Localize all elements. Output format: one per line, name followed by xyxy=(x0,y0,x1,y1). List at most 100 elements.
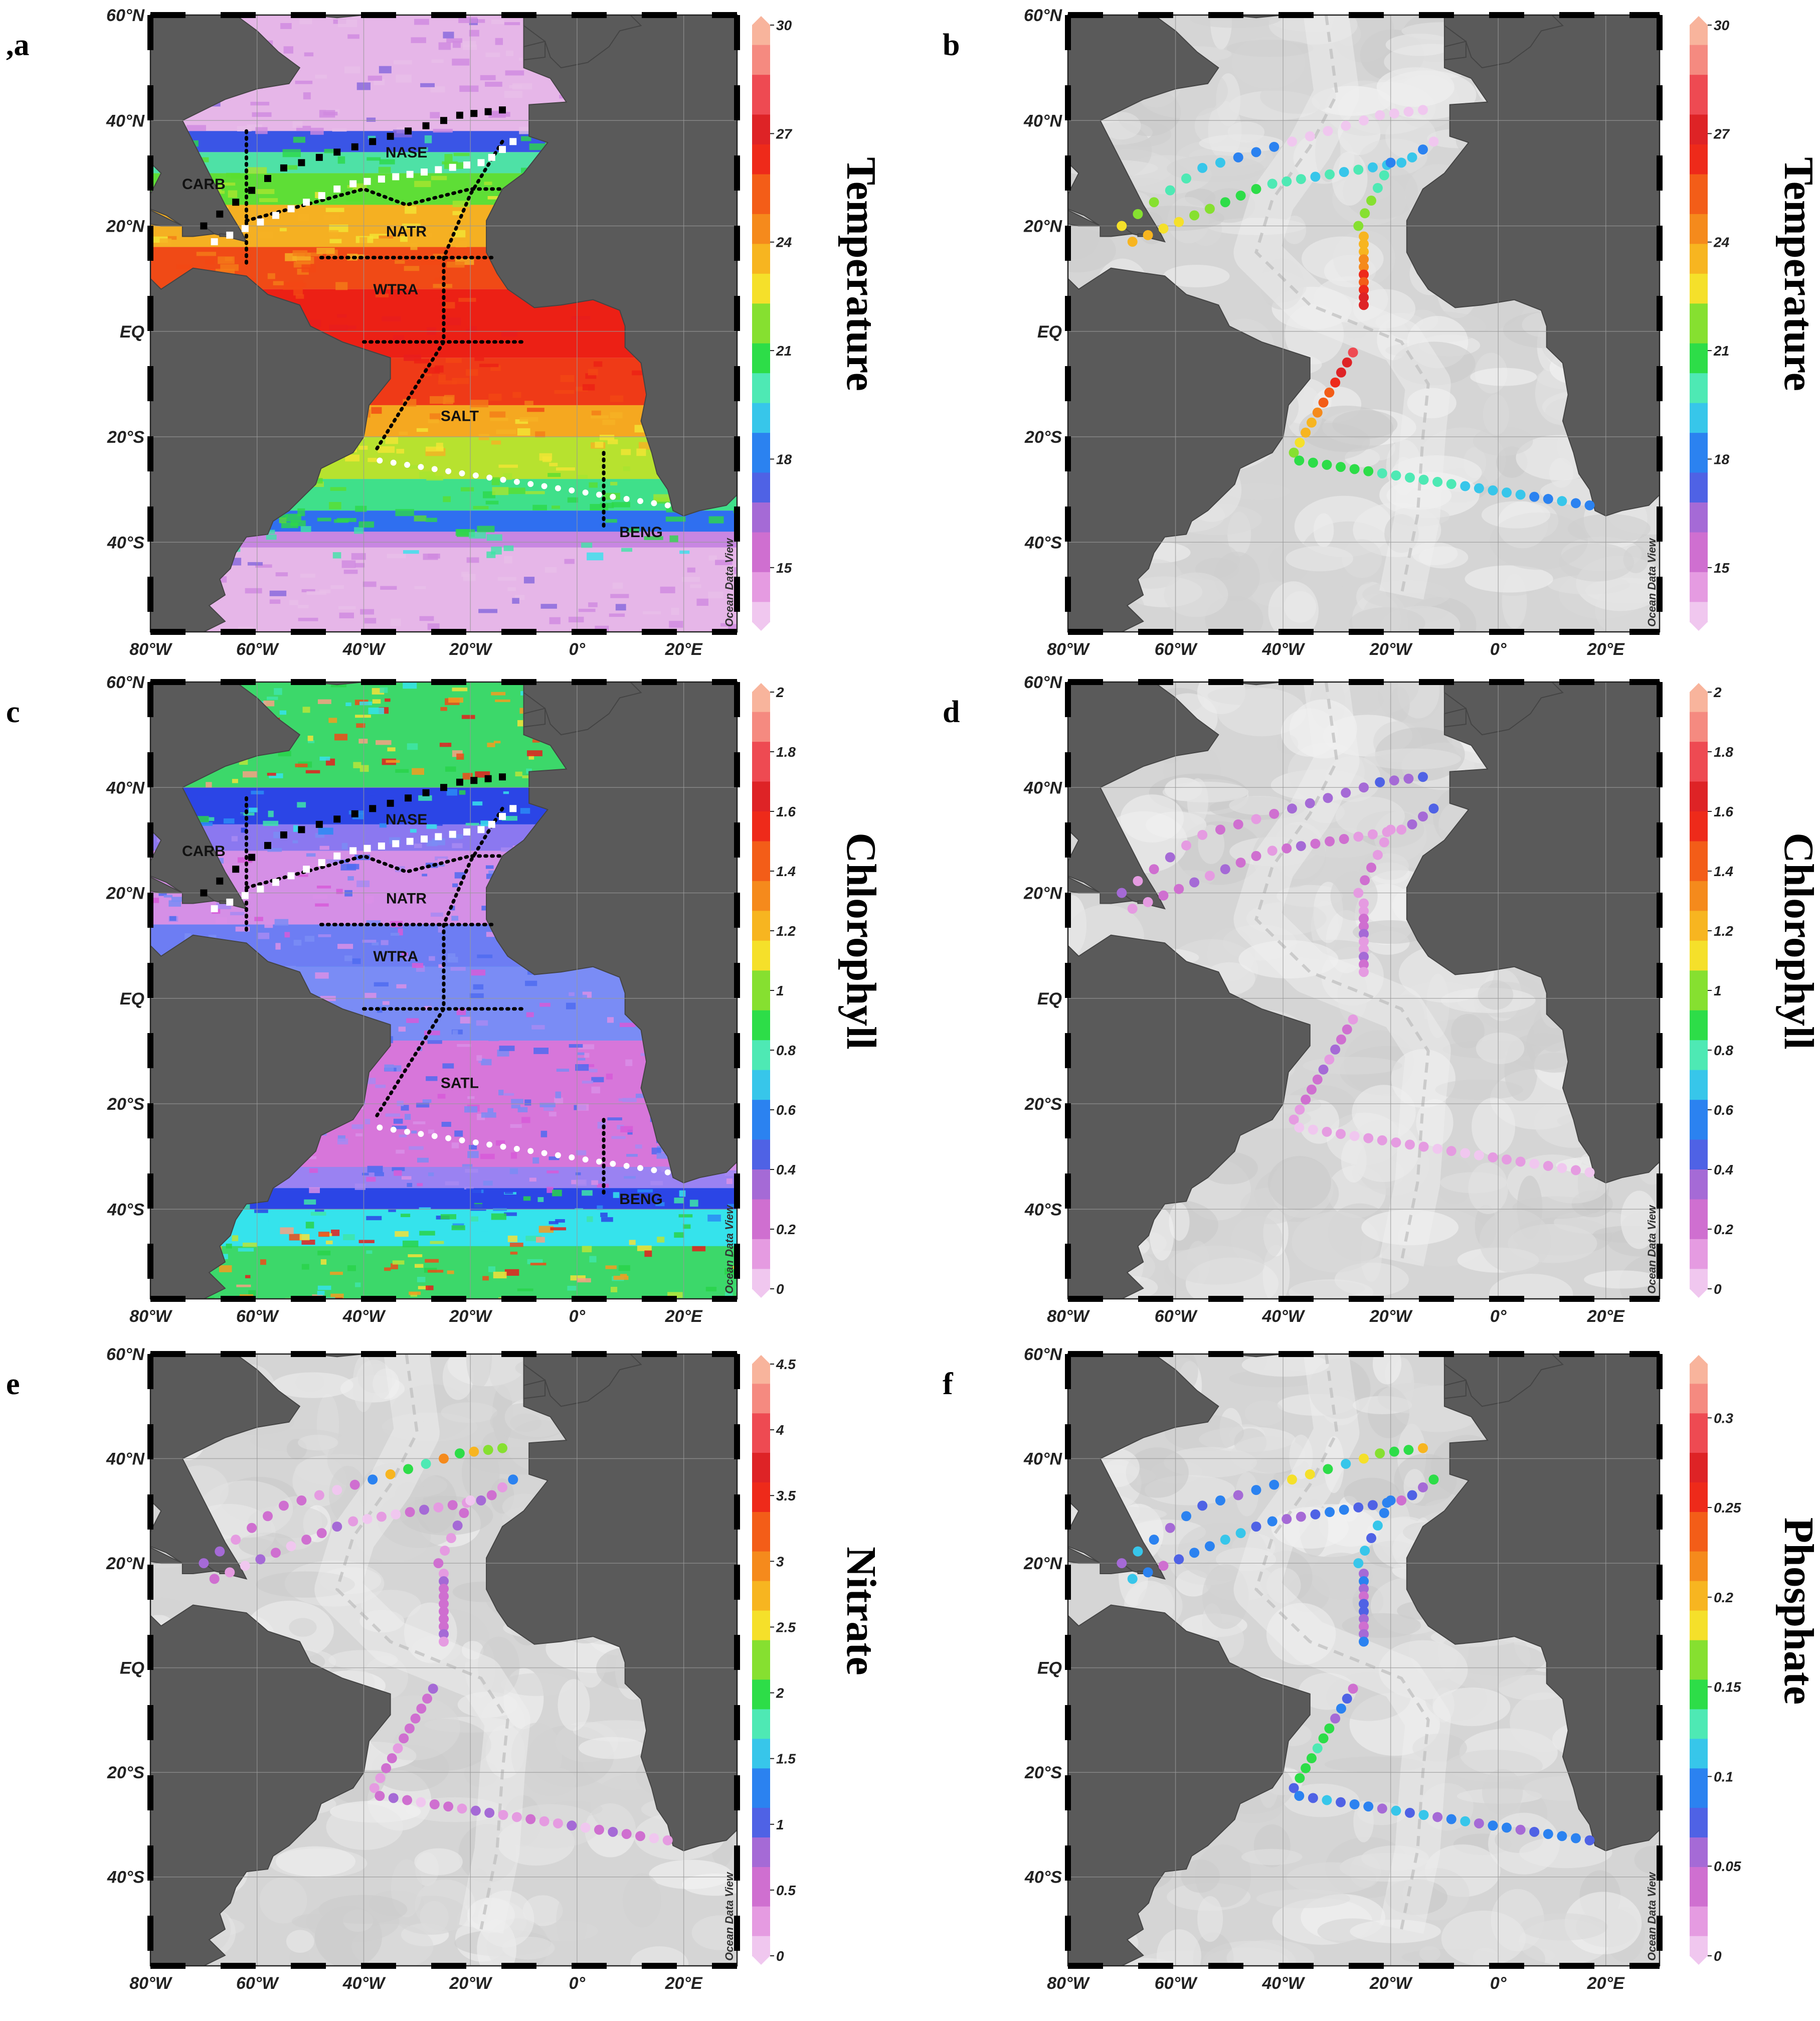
station-point xyxy=(1165,185,1175,196)
station-point xyxy=(416,1703,427,1714)
lat-tick-label: 40°S xyxy=(1024,1868,1062,1887)
colorbar-tick-label: 0.2 xyxy=(1714,1590,1733,1605)
lon-tick-label: 40°W xyxy=(1261,1974,1305,1993)
cruise-station-marker xyxy=(500,476,506,483)
lon-tick-label: 20°E xyxy=(1587,640,1625,659)
station-point xyxy=(1295,437,1305,448)
colorbar-segment xyxy=(752,742,770,752)
cruise-station-marker xyxy=(200,889,208,897)
station-point xyxy=(1349,1799,1360,1809)
lon-tick-label: 0° xyxy=(569,1307,586,1326)
lat-tick-label: 40°S xyxy=(1024,533,1062,552)
colorbar-segment xyxy=(752,1090,770,1101)
colorbar-segment xyxy=(752,1403,770,1414)
station-point xyxy=(1306,417,1317,428)
colorbar-segment xyxy=(1690,781,1708,792)
colorbar-segment xyxy=(1690,702,1708,713)
colorbar-segment xyxy=(752,492,770,503)
colorbar-segment xyxy=(752,1532,770,1542)
cruise-station-marker xyxy=(509,805,517,812)
station-point xyxy=(440,1546,450,1556)
station-point xyxy=(1310,172,1321,182)
station-point xyxy=(1359,1636,1369,1647)
cruise-station-marker xyxy=(488,153,495,161)
cruise-station-marker xyxy=(387,799,394,807)
station-point xyxy=(1289,447,1299,458)
colorbar-tick-label: 0.1 xyxy=(1714,1769,1733,1784)
colorbar-tick-label: 1.4 xyxy=(776,864,796,879)
colorbar-segment xyxy=(752,214,770,225)
colorbar-segment xyxy=(752,552,770,563)
station-point xyxy=(465,1495,476,1505)
colorbar-segment xyxy=(752,313,770,324)
station-point xyxy=(385,1469,396,1479)
colorbar-segment xyxy=(752,1149,770,1160)
station-point xyxy=(405,1507,415,1518)
station-point xyxy=(539,1816,550,1826)
station-point xyxy=(1359,239,1369,249)
station-point xyxy=(1181,173,1191,184)
station-point xyxy=(1359,1599,1369,1609)
colorbar-segment xyxy=(752,1492,770,1503)
colorbar-tick-label: 0.3 xyxy=(1714,1410,1733,1426)
station-point xyxy=(375,1791,385,1801)
station-point xyxy=(1318,1733,1329,1744)
colorbar-segment xyxy=(1690,960,1708,971)
station-point xyxy=(1396,824,1407,835)
colorbar-segment xyxy=(752,1887,770,1897)
cruise-station-marker xyxy=(582,489,589,496)
station-point xyxy=(1348,1014,1358,1025)
station-point xyxy=(1360,1546,1370,1556)
colorbar-segment xyxy=(752,502,770,513)
colorbar-segment xyxy=(752,722,770,733)
station-point xyxy=(388,1793,399,1803)
variable-label: Nitrate xyxy=(838,1547,884,1675)
station-point xyxy=(391,1509,401,1520)
cruise-station-marker xyxy=(449,163,456,171)
colorbar-segment xyxy=(752,55,770,66)
cruise-station-marker xyxy=(351,143,358,150)
colorbar-segment xyxy=(752,542,770,553)
colorbar-segment xyxy=(752,1462,770,1473)
colorbar-segment xyxy=(1690,174,1708,185)
variable-label: Chlorophyll xyxy=(838,832,884,1050)
cruise-station-marker xyxy=(477,826,485,833)
cruise-station-marker xyxy=(392,173,400,181)
station-point xyxy=(1289,1114,1299,1125)
station-point xyxy=(1165,852,1175,863)
colorbar-tick-label: 1.8 xyxy=(776,744,796,760)
station-point xyxy=(1359,115,1369,126)
station-point xyxy=(376,1511,387,1522)
lon-tick-label: 20°W xyxy=(449,640,492,659)
colorbar-segment xyxy=(1690,1040,1708,1051)
station-point xyxy=(1418,772,1428,782)
station-point xyxy=(1359,936,1369,947)
colorbar-segment xyxy=(1690,1129,1708,1140)
cruise-station-marker xyxy=(472,472,479,479)
cruise-station-marker xyxy=(463,161,471,169)
colorbar-segment xyxy=(752,1364,770,1375)
colorbar-segment xyxy=(1690,244,1708,255)
colorbar-segment xyxy=(752,1129,770,1140)
colorbar-segment xyxy=(1690,65,1708,76)
land-gr xyxy=(310,1354,391,1358)
colorbar-tick-label: 2 xyxy=(776,685,784,700)
station-point xyxy=(1133,876,1143,886)
station-point xyxy=(1363,1133,1374,1143)
colorbar-segment xyxy=(1690,1778,1708,1789)
station-point xyxy=(1158,1561,1169,1571)
station-point xyxy=(1502,1822,1512,1833)
cruise-station-marker xyxy=(226,898,234,906)
colorbar-segment xyxy=(752,1433,770,1444)
station-point xyxy=(484,1807,495,1818)
station-point xyxy=(457,1803,467,1814)
colorbar-segment xyxy=(1690,1219,1708,1230)
land-na xyxy=(1068,682,1219,910)
station-point xyxy=(1377,1135,1387,1145)
station-point xyxy=(459,1507,469,1518)
colorbar-segment xyxy=(1690,1758,1708,1769)
cruise-station-marker xyxy=(369,138,377,145)
station-point xyxy=(1353,164,1364,175)
cruise-station-marker xyxy=(435,166,442,174)
station-point xyxy=(1269,141,1280,152)
